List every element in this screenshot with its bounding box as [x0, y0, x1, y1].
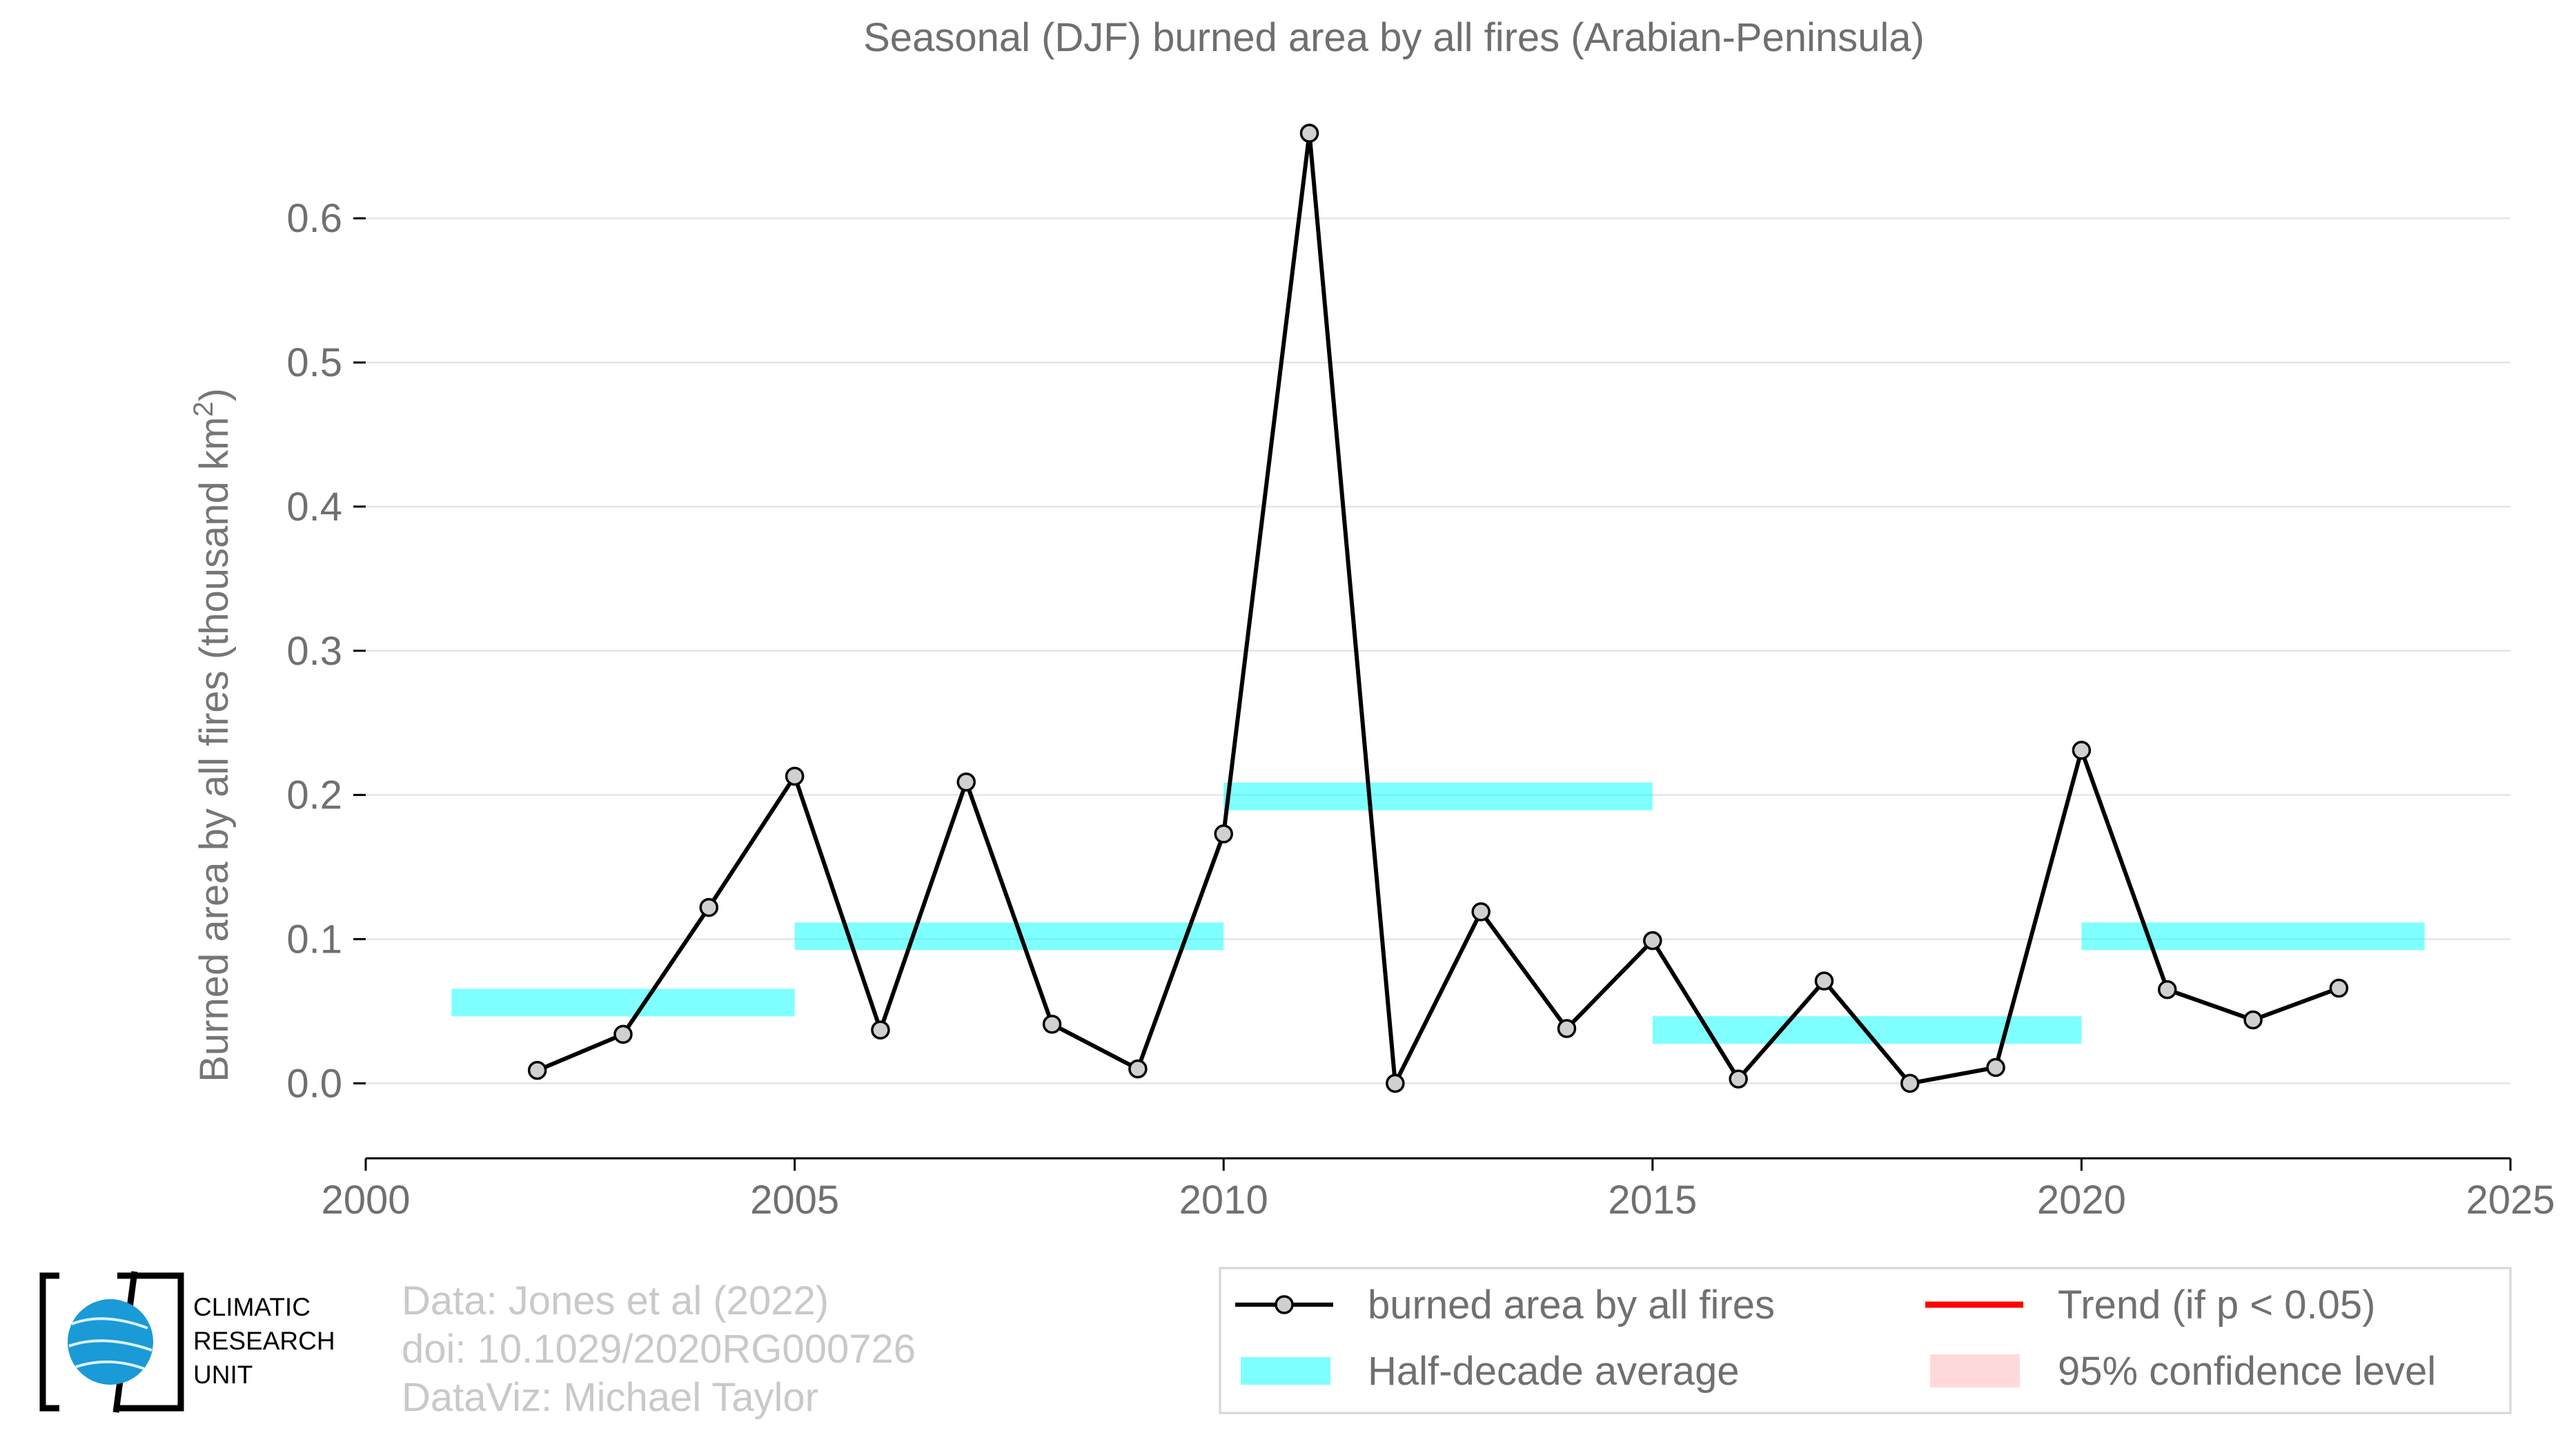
credit-data: Data: Jones et al (2022): [402, 1278, 829, 1323]
half-decade-average-bars: [451, 782, 2425, 1044]
half-decade-average-bar: [451, 989, 795, 1017]
globe-lines-icon: [68, 1317, 153, 1371]
data-point: [2329, 978, 2349, 998]
legend-ci-swatch: [1930, 1354, 2020, 1387]
data-point: [785, 766, 805, 786]
data-point: [2243, 1010, 2263, 1030]
legend-box: [1219, 1267, 2512, 1414]
y-tick-label: 0.1: [286, 917, 342, 962]
logo-text-line-1: CLIMATIC: [193, 1293, 311, 1321]
y-tick-label: 0.0: [286, 1061, 342, 1106]
x-tick-label: 2010: [1179, 1178, 1268, 1223]
x-tick-label: 2005: [750, 1178, 839, 1223]
logo-text-line-3: UNIT: [193, 1361, 253, 1389]
x-tick-label: 2025: [2466, 1178, 2555, 1223]
data-point: [1900, 1073, 1920, 1093]
legend-series-marker: [1275, 1295, 1294, 1314]
y-axis-label-superscript: 2: [188, 402, 219, 417]
data-point: [1729, 1069, 1748, 1089]
half-decade-average-bar: [1223, 782, 1653, 810]
series-line: [536, 130, 2340, 1086]
y-tick-label: 0.4: [286, 485, 342, 529]
data-point: [1814, 971, 1834, 991]
data-point: [1214, 824, 1233, 844]
data-point: [1299, 124, 1319, 143]
credit-dataviz: DataViz: Michael Taylor: [402, 1375, 818, 1420]
credits: Data: Jones et al (2022) doi: 10.1029/20…: [402, 1278, 916, 1420]
legend-ci-label: 95% confidence level: [2058, 1349, 2436, 1394]
chart-title: Seasonal (DJF) burned area by all fires …: [863, 15, 1925, 60]
data-point: [527, 1060, 547, 1080]
y-axis-label-suffix: ): [192, 388, 237, 401]
data-point: [1471, 902, 1491, 922]
data-point: [699, 897, 719, 917]
data-point: [871, 1020, 890, 1040]
logo-text-line-2: RESEARCH: [193, 1327, 335, 1355]
data-point: [956, 772, 976, 792]
data-point: [2157, 980, 2177, 1000]
data-point: [1986, 1058, 2005, 1078]
x-tick-label: 2020: [2037, 1178, 2126, 1223]
data-point: [1557, 1019, 1577, 1038]
legend: burned area by all fires Trend (if p < 0…: [1219, 1267, 2512, 1414]
logo-bracket-left: [39, 1272, 59, 1412]
y-axis-label: Burned area by all fires (thousand km2): [188, 388, 237, 1082]
axes: 0.0 0.1 0.2 0.3 0.4 0.5 0.6 2000 2005 2010 2015 202…: [286, 196, 2555, 1223]
x-tick-label: 2000: [321, 1178, 410, 1223]
legend-avg-label: Half-decade average: [1368, 1349, 1739, 1394]
y-tick-label: 0.2: [286, 773, 342, 818]
y-tick-label: 0.5: [286, 340, 342, 385]
y-axis-label-main: Burned area by all fires (thousand km: [192, 417, 237, 1082]
data-point: [2072, 741, 2092, 760]
grid-lines: [366, 217, 2510, 1084]
data-point: [1128, 1059, 1148, 1079]
half-decade-average-bar: [794, 922, 1224, 951]
x-tick-label: 2015: [1608, 1178, 1697, 1223]
logo-bracket-right: [117, 1272, 184, 1412]
legend-avg-swatch: [1241, 1357, 1330, 1385]
cru-logo: CLIMATIC RESEARCH UNIT: [39, 1271, 335, 1413]
data-point: [613, 1024, 633, 1044]
y-tick-label: 0.6: [286, 196, 342, 241]
half-decade-average-bar: [2081, 922, 2425, 951]
legend-trend-label: Trend (if p < 0.05): [2058, 1283, 2375, 1327]
series-burned-area: [527, 124, 2349, 1093]
data-point: [1042, 1015, 1062, 1034]
legend-series-label: burned area by all fires: [1368, 1283, 1775, 1327]
data-point: [1643, 931, 1662, 951]
y-tick-label: 0.3: [286, 629, 342, 674]
credit-doi: doi: 10.1029/2020RG000726: [402, 1327, 916, 1372]
data-point: [1386, 1073, 1405, 1093]
